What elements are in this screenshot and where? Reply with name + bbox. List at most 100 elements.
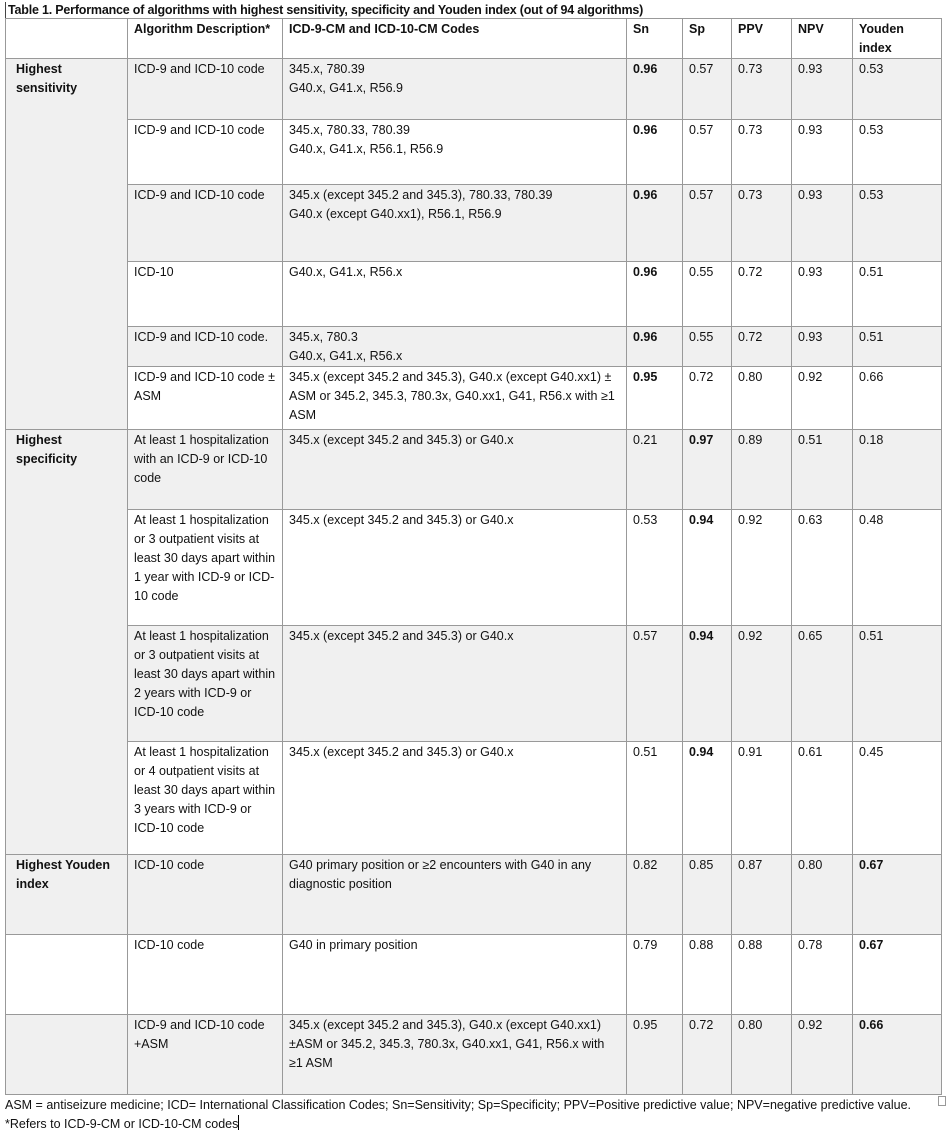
- value-ppv: 0.72: [731, 261, 792, 327]
- value-ppv: 0.91: [731, 741, 792, 855]
- code-line: 345.x (except 345.2 and 345.3) or G40.x: [289, 513, 514, 527]
- table-row: ICD-10 G40.x, G41.x, R56.x 0.96 0.55 0.72 0.9…: [6, 261, 942, 327]
- algorithm-description: ICD-9 and ICD-10 code +ASM: [127, 1014, 283, 1095]
- table-row: At least 1 hospitalization or 3 outpatie…: [6, 625, 942, 742]
- value-ppv: 0.92: [731, 509, 792, 626]
- performance-table: Algorithm Description* ICD-9-CM and ICD-…: [5, 18, 942, 1095]
- value-sp: 0.88: [682, 934, 732, 1015]
- table-body: Highest sensitivity ICD-9 and ICD-10 code…: [5, 58, 942, 1095]
- header-sn: Sn: [626, 18, 683, 59]
- icd-codes: 345.x, 780.39 G40.x, G41.x, R56.9: [282, 58, 627, 120]
- header-sp: Sp: [682, 18, 732, 59]
- value-sn: 0.95: [626, 366, 683, 430]
- table-row: ICD-9 and ICD-10 code. 345.x, 780.3 G40.x,…: [6, 326, 942, 367]
- value-sp: 0.72: [682, 366, 732, 430]
- code-line: 345.x (except 345.2 and 345.3), 780.33, …: [289, 188, 553, 202]
- table-row: Highest Youden index ICD-10 code G40 prima…: [5, 854, 942, 935]
- value-npv: 0.93: [791, 261, 853, 327]
- group-label: [5, 934, 128, 1015]
- value-npv: 0.51: [791, 429, 853, 510]
- table-row: ICD-9 and ICD-10 code +ASM 345.x (except …: [5, 1014, 942, 1095]
- value-ppv: 0.80: [731, 366, 792, 430]
- resize-handle[interactable]: [938, 1096, 946, 1106]
- value-sn: 0.21: [626, 429, 683, 510]
- value-sp: 0.55: [682, 261, 732, 327]
- value-youden: 0.53: [852, 119, 942, 185]
- value-ppv: 0.92: [731, 625, 792, 742]
- code-line: G40 primary position or ≥2 encounters wi…: [289, 858, 592, 891]
- algorithm-description: At least 1 hospitalization or 3 outpatie…: [127, 509, 283, 626]
- algorithm-description: ICD-10: [127, 261, 283, 327]
- value-sn: 0.82: [626, 854, 683, 935]
- value-youden: 0.51: [852, 326, 942, 367]
- value-sn: 0.96: [626, 326, 683, 367]
- value-ppv: 0.89: [731, 429, 792, 510]
- value-npv: 0.80: [791, 854, 853, 935]
- value-npv: 0.93: [791, 58, 853, 120]
- value-youden: 0.66: [852, 366, 942, 430]
- code-line: G40.x, G41.x, R56.9: [289, 81, 403, 95]
- icd-codes: 345.x (except 345.2 and 345.3), 780.33, …: [282, 184, 627, 262]
- value-sp: 0.94: [682, 625, 732, 742]
- algorithm-description: ICD-9 and ICD-10 code: [127, 119, 283, 185]
- value-youden: 0.18: [852, 429, 942, 510]
- algorithm-description: ICD-9 and ICD-10 code: [127, 58, 283, 120]
- value-ppv: 0.73: [731, 119, 792, 185]
- algorithm-description: ICD-10 code: [127, 934, 283, 1015]
- header-ppv: PPV: [731, 18, 792, 59]
- code-line: 345.x (except 345.2 and 345.3) or G40.x: [289, 745, 514, 759]
- value-ppv: 0.87: [731, 854, 792, 935]
- icd-codes: 345.x (except 345.2 and 345.3), G40.x (e…: [282, 366, 627, 430]
- value-sn: 0.51: [626, 741, 683, 855]
- value-ppv: 0.88: [731, 934, 792, 1015]
- algorithm-description: ICD-9 and ICD-10 code: [127, 184, 283, 262]
- algorithm-description: ICD-9 and ICD-10 code.: [127, 326, 283, 367]
- footnote: ASM = antiseizure medicine; ICD= Interna…: [5, 1096, 935, 1134]
- value-youden: 0.53: [852, 58, 942, 120]
- table-row: At least 1 hospitalization or 3 outpatie…: [6, 509, 942, 626]
- code-line: 345.x (except 345.2 and 345.3), G40.x (e…: [289, 1018, 605, 1070]
- table-row: ICD-9 and ICD-10 code 345.x, 780.33, 780.…: [6, 119, 942, 185]
- value-npv: 0.93: [791, 326, 853, 367]
- icd-codes: 345.x (except 345.2 and 345.3) or G40.x: [282, 429, 627, 510]
- value-youden: 0.67: [852, 934, 942, 1015]
- table-row: Highest sensitivity ICD-9 and ICD-10 code…: [5, 58, 942, 430]
- value-sn: 0.95: [626, 1014, 683, 1095]
- value-sn: 0.96: [626, 184, 683, 262]
- value-sn: 0.57: [626, 625, 683, 742]
- value-youden: 0.45: [852, 741, 942, 855]
- icd-codes: 345.x (except 345.2 and 345.3), G40.x (e…: [282, 1014, 627, 1095]
- code-line: 345.x (except 345.2 and 345.3) or G40.x: [289, 433, 514, 447]
- value-npv: 0.92: [791, 366, 853, 430]
- value-sn: 0.96: [626, 119, 683, 185]
- icd-codes: 345.x (except 345.2 and 345.3) or G40.x: [282, 741, 627, 855]
- table-row: ICD-9 and ICD-10 code 345.x (except 345.2…: [6, 184, 942, 262]
- group-label: [5, 1014, 128, 1095]
- value-ppv: 0.73: [731, 184, 792, 262]
- header-description: Algorithm Description*: [127, 18, 283, 59]
- code-line: 345.x, 780.39: [289, 62, 365, 76]
- value-npv: 0.61: [791, 741, 853, 855]
- value-sp: 0.57: [682, 184, 732, 262]
- value-youden: 0.67: [852, 854, 942, 935]
- code-line: G40.x, G41.x, R56.x: [289, 265, 403, 279]
- table-row: Highest specificity At least 1 hospitaliz…: [5, 429, 942, 855]
- icd-codes: 345.x, 780.33, 780.39 G40.x, G41.x, R56.1…: [282, 119, 627, 185]
- value-npv: 0.65: [791, 625, 853, 742]
- value-sp: 0.55: [682, 326, 732, 367]
- icd-codes: G40 in primary position: [282, 934, 627, 1015]
- value-sp: 0.57: [682, 119, 732, 185]
- code-line: 345.x, 780.33, 780.39: [289, 123, 410, 137]
- value-npv: 0.92: [791, 1014, 853, 1095]
- value-sp: 0.97: [682, 429, 732, 510]
- algorithm-description: ICD-10 code: [127, 854, 283, 935]
- value-sn: 0.53: [626, 509, 683, 626]
- header-codes: ICD-9-CM and ICD-10-CM Codes: [282, 18, 627, 59]
- icd-codes: 345.x (except 345.2 and 345.3) or G40.x: [282, 625, 627, 742]
- value-sn: 0.96: [626, 58, 683, 120]
- value-ppv: 0.72: [731, 326, 792, 367]
- value-youden: 0.51: [852, 625, 942, 742]
- algorithm-description: ICD-9 and ICD-10 code ± ASM: [127, 366, 283, 430]
- icd-codes: 345.x, 780.3 G40.x, G41.x, R56.x: [282, 326, 627, 367]
- value-youden: 0.66: [852, 1014, 942, 1095]
